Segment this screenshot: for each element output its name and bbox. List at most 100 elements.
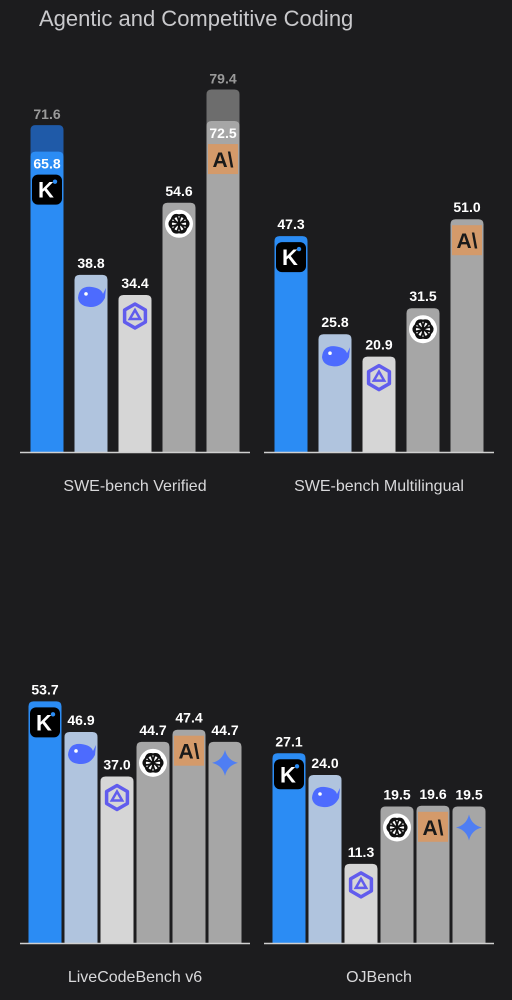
bar-value-label: 47.3 [277,216,304,232]
svg-text:A\: A\ [457,230,478,253]
x-axis-label-ojbench: OJBench [346,969,412,986]
bar-value-label: 72.5 [209,125,236,141]
bar-extended-value-label: 71.6 [33,106,60,122]
bar-group-deepseek: 25.8 [318,314,352,452]
bar-group-qwen: 37.0 [100,757,134,943]
bar-claude [206,121,240,452]
bar-group-kimi: 47.3 K [274,216,308,452]
svg-text:K: K [282,245,298,270]
svg-text:K: K [36,710,52,735]
bar-group-claude: 51.0 A\ [450,199,484,452]
bar-qwen [100,776,134,943]
bar-kimi [28,701,62,943]
bar-kimi [274,236,308,452]
deepseek-whale-icon [78,286,106,307]
bar-value-label: 20.9 [365,337,392,353]
chart-ojbench: 27.1 K 24.0 11.3 19.5 19.6 A\ 19.5 [264,640,494,950]
bar-group-openai: 44.7 [136,722,170,943]
qwen-logo-icon [348,871,374,899]
bar-value-label: 19.5 [455,787,482,803]
openai-logo-icon [165,209,193,238]
svg-text:A\: A\ [179,741,200,764]
bar-value-label: 65.8 [33,156,60,172]
x-axis-label-swe-bench-verified: SWE-bench Verified [63,478,207,495]
bar-group-openai: 19.5 [380,787,414,943]
svg-text:A\: A\ [213,149,234,172]
deepseek-whale-icon [322,346,350,367]
bar-claude [172,729,206,943]
chart-livecodebench-v6: 53.7 K 46.9 37.0 44.7 47.4 A\ 44.7 [20,640,250,950]
chart-swe-bench-multilingual: 47.3 K 25.8 20.9 31.5 51.0 A\ [264,60,494,460]
chart-plot: 53.7 K 46.9 37.0 44.7 47.4 A\ 44.7 [20,681,250,945]
bar-value-label: 37.0 [103,757,130,773]
bar-group-qwen: 11.3 [344,844,378,943]
bar-openai [380,806,414,943]
chart-plot: 47.3 K 25.8 20.9 31.5 51.0 A\ [264,199,494,454]
chart-title: Agentic and Competitive Coding [39,6,354,31]
kimi-logo-icon: K [30,707,60,738]
bar-group-gemini: 44.7 [208,722,242,943]
kimi-logo-icon: K [274,759,304,790]
openai-logo-icon [409,315,437,344]
bar-deepseek [308,775,342,943]
bar-value-label: 53.7 [31,681,58,697]
bar-group-claude: 47.4 A\ [172,710,206,943]
bar-value-label: 19.5 [383,787,410,803]
bar-group-claude: 19.6 A\ [416,786,450,943]
openai-logo-icon [383,813,411,842]
bar-group-deepseek: 38.8 [74,255,108,452]
bar-deepseek [74,274,108,452]
x-axis-label-swe-bench-multilingual: SWE-bench Multilingual [294,478,464,495]
bar-group-openai: 31.5 [406,288,440,452]
bar-value-label: 46.9 [67,712,94,728]
bar-value-label: 38.8 [77,255,104,271]
anthropic-logo-icon: A\ [208,144,238,175]
bar-value-label: 34.4 [121,275,148,291]
bar-extended-value-label: 79.4 [209,71,236,87]
bar-group-kimi: 53.7 K [28,681,62,943]
bar-value-label: 11.3 [348,844,375,860]
kimi-logo-icon: K [32,174,62,205]
bar-openai [136,741,170,943]
bar-group-deepseek: 24.0 [308,755,342,943]
svg-text:A\: A\ [423,817,444,840]
bar-value-label: 31.5 [409,288,436,304]
svg-text:K: K [38,178,54,203]
chart-swe-bench-verified: 71.6 65.8 K 38.8 34.4 54.6 79.4 72.5 A\ [20,60,250,460]
chart-plot: 27.1 K 24.0 11.3 19.5 19.6 A\ 19.5 [264,733,494,945]
gemini-star-icon [212,749,238,776]
bar-openai [162,202,196,452]
anthropic-logo-icon: A\ [174,735,204,766]
bar-qwen [118,294,152,452]
bar-value-label: 51.0 [453,199,480,215]
bar-qwen [344,863,378,943]
deepseek-whale-icon [68,743,96,765]
bar-group-claude: 79.4 72.5 A\ [206,71,240,453]
bar-gemini [452,806,486,943]
bar-value-label: 27.1 [275,733,302,749]
bar-group-deepseek: 46.9 [64,712,98,943]
qwen-logo-icon [366,363,392,392]
bar-value-label: 24.0 [311,755,338,771]
bar-group-qwen: 20.9 [362,337,396,452]
deepseek-whale-icon [312,786,340,808]
bar-value-label: 19.6 [419,786,446,802]
bar-kimi [272,753,306,943]
anthropic-logo-icon: A\ [418,811,448,842]
bar-group-kimi: 27.1 K [272,733,306,943]
bar-value-label: 44.7 [211,722,238,738]
bar-value-label: 47.4 [175,710,202,726]
qwen-logo-icon [122,302,148,330]
bar-group-gemini: 19.5 [452,787,486,943]
chart-plot: 71.6 65.8 K 38.8 34.4 54.6 79.4 72.5 A\ [20,71,250,454]
bar-qwen [362,356,396,452]
bar-group-kimi: 71.6 65.8 K [30,106,64,453]
bar-value-label: 44.7 [139,722,166,738]
bar-value-label: 25.8 [321,314,348,330]
x-axis-label-livecodebench-v6: LiveCodeBench v6 [67,969,203,986]
anthropic-logo-icon: A\ [452,225,482,256]
svg-text:K: K [280,762,296,787]
bar-value-label: 54.6 [165,183,192,199]
bar-gemini [208,741,242,943]
kimi-logo-icon: K [276,242,306,273]
